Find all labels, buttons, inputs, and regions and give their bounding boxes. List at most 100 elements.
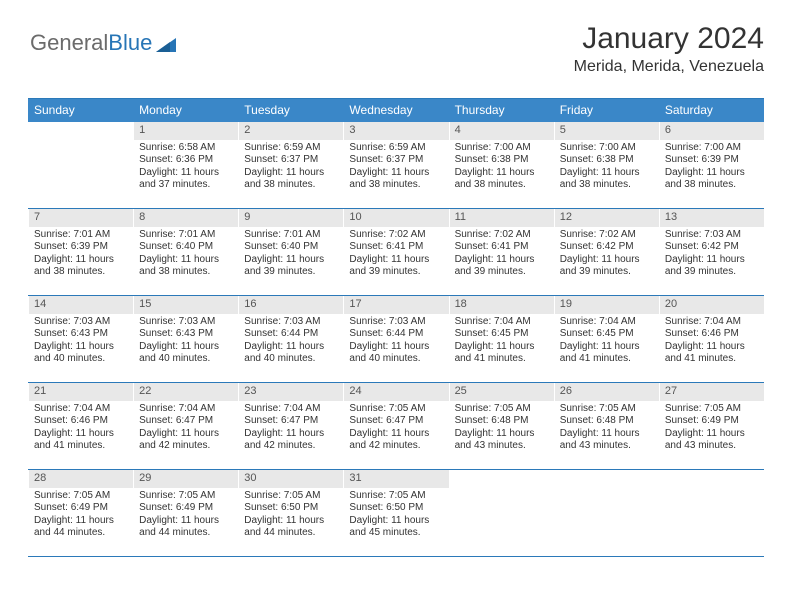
day-sunset: Sunset: 6:47 PM (349, 415, 443, 428)
day-sunset: Sunset: 6:49 PM (665, 415, 759, 428)
day-sunrise: Sunrise: 7:00 AM (455, 142, 549, 155)
day-body: Sunrise: 7:05 AMSunset: 6:49 PMDaylight:… (660, 401, 764, 458)
day-sunset: Sunset: 6:45 PM (560, 328, 654, 341)
day-number: 15 (134, 296, 238, 314)
day-body: Sunrise: 7:05 AMSunset: 6:49 PMDaylight:… (29, 488, 133, 545)
day-number: 22 (134, 383, 238, 401)
day-cell-7: 7Sunrise: 7:01 AMSunset: 6:39 PMDaylight… (28, 209, 133, 295)
day-sunset: Sunset: 6:49 PM (34, 502, 128, 515)
day-body: Sunrise: 7:03 AMSunset: 6:42 PMDaylight:… (660, 227, 764, 284)
day-sunset: Sunset: 6:41 PM (349, 241, 443, 254)
day-d1: Daylight: 11 hours (244, 341, 338, 354)
day-d2: and 38 minutes. (349, 179, 443, 192)
day-sunrise: Sunrise: 6:59 AM (244, 142, 338, 155)
day-d2: and 44 minutes. (139, 527, 233, 540)
day-sunset: Sunset: 6:50 PM (349, 502, 443, 515)
weekday-header-tuesday: Tuesday (238, 99, 343, 122)
day-sunrise: Sunrise: 7:00 AM (665, 142, 759, 155)
day-number: 31 (344, 470, 448, 488)
day-body: Sunrise: 7:05 AMSunset: 6:49 PMDaylight:… (134, 488, 238, 545)
day-d2: and 42 minutes. (349, 440, 443, 453)
day-number: 29 (134, 470, 238, 488)
day-number: 30 (239, 470, 343, 488)
day-d1: Daylight: 11 hours (34, 515, 128, 528)
day-d1: Daylight: 11 hours (665, 167, 759, 180)
day-d2: and 38 minutes. (244, 179, 338, 192)
day-body: Sunrise: 7:04 AMSunset: 6:46 PMDaylight:… (660, 314, 764, 371)
day-d1: Daylight: 11 hours (455, 254, 549, 267)
day-d2: and 42 minutes. (139, 440, 233, 453)
day-cell-4: 4Sunrise: 7:00 AMSunset: 6:38 PMDaylight… (449, 122, 554, 208)
week-row: 7Sunrise: 7:01 AMSunset: 6:39 PMDaylight… (28, 208, 764, 295)
day-sunrise: Sunrise: 7:03 AM (34, 316, 128, 329)
day-sunset: Sunset: 6:46 PM (34, 415, 128, 428)
day-cell-11: 11Sunrise: 7:02 AMSunset: 6:41 PMDayligh… (449, 209, 554, 295)
day-sunrise: Sunrise: 7:03 AM (665, 229, 759, 242)
day-body: Sunrise: 7:05 AMSunset: 6:48 PMDaylight:… (450, 401, 554, 458)
day-body: Sunrise: 7:03 AMSunset: 6:43 PMDaylight:… (134, 314, 238, 371)
day-cell-empty (554, 470, 659, 556)
day-sunrise: Sunrise: 7:05 AM (244, 490, 338, 503)
day-d2: and 39 minutes. (349, 266, 443, 279)
day-cell-23: 23Sunrise: 7:04 AMSunset: 6:47 PMDayligh… (238, 383, 343, 469)
day-cell-2: 2Sunrise: 6:59 AMSunset: 6:37 PMDaylight… (238, 122, 343, 208)
day-number: 9 (239, 209, 343, 227)
day-body: Sunrise: 7:05 AMSunset: 6:50 PMDaylight:… (344, 488, 448, 545)
day-d1: Daylight: 11 hours (665, 341, 759, 354)
day-d1: Daylight: 11 hours (560, 428, 654, 441)
day-number: 20 (660, 296, 764, 314)
day-d2: and 41 minutes. (455, 353, 549, 366)
day-number: 11 (450, 209, 554, 227)
day-sunset: Sunset: 6:49 PM (139, 502, 233, 515)
day-d2: and 43 minutes. (560, 440, 654, 453)
day-sunset: Sunset: 6:38 PM (455, 154, 549, 167)
day-cell-14: 14Sunrise: 7:03 AMSunset: 6:43 PMDayligh… (28, 296, 133, 382)
day-cell-22: 22Sunrise: 7:04 AMSunset: 6:47 PMDayligh… (133, 383, 238, 469)
day-cell-25: 25Sunrise: 7:05 AMSunset: 6:48 PMDayligh… (449, 383, 554, 469)
day-cell-24: 24Sunrise: 7:05 AMSunset: 6:47 PMDayligh… (343, 383, 448, 469)
day-body: Sunrise: 7:04 AMSunset: 6:46 PMDaylight:… (29, 401, 133, 458)
day-sunset: Sunset: 6:36 PM (139, 154, 233, 167)
day-d2: and 39 minutes. (560, 266, 654, 279)
day-body: Sunrise: 6:58 AMSunset: 6:36 PMDaylight:… (134, 140, 238, 197)
day-d1: Daylight: 11 hours (139, 167, 233, 180)
day-sunset: Sunset: 6:44 PM (244, 328, 338, 341)
location-text: Merida, Merida, Venezuela (574, 58, 764, 76)
day-sunrise: Sunrise: 7:02 AM (560, 229, 654, 242)
header-right: January 2024 Merida, Merida, Venezuela (574, 22, 764, 76)
day-number: 27 (660, 383, 764, 401)
day-sunrise: Sunrise: 7:05 AM (349, 403, 443, 416)
day-body: Sunrise: 7:00 AMSunset: 6:38 PMDaylight:… (450, 140, 554, 197)
day-d1: Daylight: 11 hours (34, 254, 128, 267)
day-cell-empty (449, 470, 554, 556)
day-d1: Daylight: 11 hours (244, 167, 338, 180)
day-sunrise: Sunrise: 7:04 AM (139, 403, 233, 416)
day-cell-16: 16Sunrise: 7:03 AMSunset: 6:44 PMDayligh… (238, 296, 343, 382)
day-body: Sunrise: 7:05 AMSunset: 6:48 PMDaylight:… (555, 401, 659, 458)
day-d1: Daylight: 11 hours (244, 254, 338, 267)
day-number: 13 (660, 209, 764, 227)
day-number: 8 (134, 209, 238, 227)
day-d1: Daylight: 11 hours (455, 428, 549, 441)
day-cell-21: 21Sunrise: 7:04 AMSunset: 6:46 PMDayligh… (28, 383, 133, 469)
day-body: Sunrise: 7:00 AMSunset: 6:38 PMDaylight:… (555, 140, 659, 197)
day-sunset: Sunset: 6:42 PM (560, 241, 654, 254)
day-d1: Daylight: 11 hours (244, 515, 338, 528)
day-cell-18: 18Sunrise: 7:04 AMSunset: 6:45 PMDayligh… (449, 296, 554, 382)
day-sunrise: Sunrise: 6:58 AM (139, 142, 233, 155)
day-sunset: Sunset: 6:41 PM (455, 241, 549, 254)
day-sunset: Sunset: 6:47 PM (244, 415, 338, 428)
day-number: 6 (660, 122, 764, 140)
day-d2: and 43 minutes. (455, 440, 549, 453)
day-d2: and 38 minutes. (560, 179, 654, 192)
day-sunrise: Sunrise: 7:05 AM (665, 403, 759, 416)
week-row: 1Sunrise: 6:58 AMSunset: 6:36 PMDaylight… (28, 122, 764, 208)
day-d2: and 45 minutes. (349, 527, 443, 540)
day-cell-28: 28Sunrise: 7:05 AMSunset: 6:49 PMDayligh… (28, 470, 133, 556)
day-sunset: Sunset: 6:40 PM (139, 241, 233, 254)
day-body: Sunrise: 7:05 AMSunset: 6:50 PMDaylight:… (239, 488, 343, 545)
day-sunrise: Sunrise: 7:03 AM (349, 316, 443, 329)
day-d2: and 42 minutes. (244, 440, 338, 453)
day-d1: Daylight: 11 hours (349, 515, 443, 528)
day-number: 23 (239, 383, 343, 401)
